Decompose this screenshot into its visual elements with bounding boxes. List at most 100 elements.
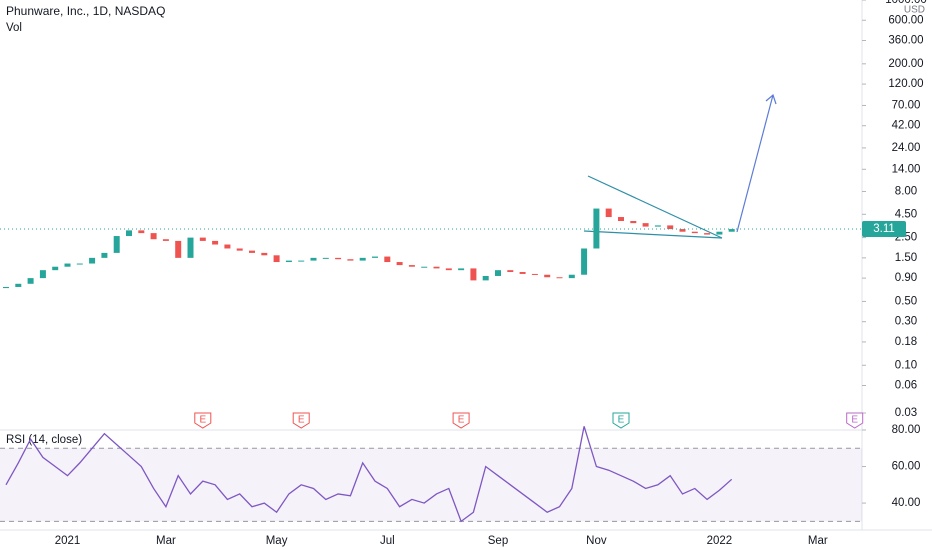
candle-body	[310, 257, 317, 261]
y-tick-label: 8.00	[895, 186, 917, 198]
rsi-line	[5, 426, 733, 523]
candle-body	[138, 230, 145, 234]
candle-body	[408, 265, 415, 267]
candle-body	[531, 273, 538, 275]
earnings-marker	[292, 412, 310, 429]
candle-body	[335, 257, 342, 260]
y-tick-label: 120.00	[888, 78, 923, 90]
y-tick-label: 0.50	[895, 295, 917, 307]
trend-line	[587, 175, 723, 239]
candle-body	[113, 236, 120, 253]
earnings-marker	[452, 412, 470, 429]
candle-body	[630, 220, 637, 224]
arrow	[736, 94, 774, 233]
candle-body	[249, 250, 255, 253]
candle-body	[445, 268, 452, 271]
earnings-label: E	[199, 415, 206, 426]
candle-body	[470, 268, 477, 281]
x-tick-label: May	[266, 535, 288, 547]
candle-body	[667, 225, 674, 230]
y-tick-label: 0.30	[895, 316, 917, 328]
y-tick-label: 4.50	[895, 208, 917, 220]
x-tick-label: Nov	[586, 535, 607, 547]
candle-body	[27, 278, 34, 284]
drawing	[583, 93, 777, 239]
trend-line	[583, 230, 723, 239]
candle-body	[654, 225, 661, 227]
candle-body	[679, 229, 686, 232]
y-tick-label: 80.00	[892, 424, 921, 436]
y-tick-label: 200.00	[888, 58, 923, 70]
candle-body	[199, 237, 206, 241]
y-tick-label: 0.90	[895, 272, 917, 284]
candle-body	[126, 230, 132, 237]
candle-body	[236, 248, 243, 251]
earnings-marker	[846, 412, 864, 429]
candle-body	[187, 237, 194, 258]
candle-body	[396, 262, 403, 266]
x-tick-label: Mar	[156, 535, 176, 547]
y-tick-label: 40.00	[892, 497, 921, 509]
candle-body	[384, 256, 391, 263]
rsi-band	[0, 448, 862, 522]
earnings-label: E	[618, 415, 625, 426]
candle-body	[556, 277, 563, 279]
candle-body	[76, 263, 83, 265]
rsi-title: RSI (14, close)	[6, 434, 82, 446]
earnings-label: E	[851, 415, 858, 426]
last-price-label: 3.11	[873, 223, 895, 235]
candle-body	[298, 260, 305, 262]
candle-body	[273, 255, 280, 263]
candle-body	[359, 257, 366, 261]
y-tick-label: 0.03	[895, 407, 917, 419]
candle-body	[261, 252, 268, 256]
candle-body	[716, 231, 723, 235]
y-tick-label: 42.00	[892, 120, 921, 132]
candle-body	[89, 257, 96, 264]
volume-label: Vol	[6, 22, 22, 34]
currency: USD	[904, 5, 925, 16]
y-tick-label: 1000.00	[885, 0, 927, 6]
candle-body	[728, 229, 735, 232]
candle-body	[347, 259, 354, 261]
x-tick-label: Sep	[488, 535, 508, 547]
candle-body	[642, 223, 649, 227]
candle-body	[212, 240, 219, 245]
candle-body	[15, 283, 22, 287]
chart-title: Phunware, Inc., 1D, NASDAQ	[6, 4, 165, 18]
candle-body	[433, 266, 440, 269]
last-price-tag	[862, 220, 906, 237]
y-tick-label: 1.50	[895, 252, 917, 264]
candle-body	[421, 266, 428, 268]
candle-body	[618, 217, 624, 221]
earnings-marker	[194, 412, 212, 429]
candle-body	[150, 233, 157, 240]
y-tick-label: 70.00	[892, 99, 921, 111]
candle-body	[568, 274, 575, 279]
y-tick-label: 14.00	[892, 163, 921, 175]
candle-body	[458, 268, 465, 271]
candle-body	[101, 252, 108, 258]
x-tick-label: 2022	[707, 535, 733, 547]
y-tick-label: 360.00	[888, 35, 923, 47]
x-tick-label: Mar	[808, 535, 828, 547]
candle-body	[64, 263, 71, 267]
arrow-head	[765, 93, 777, 105]
candle-body	[372, 256, 378, 258]
candle-body	[495, 270, 501, 276]
candle-body	[175, 240, 182, 258]
candle-body	[507, 270, 514, 273]
earnings-label: E	[298, 415, 305, 426]
candle-body	[581, 248, 588, 275]
candle-body	[544, 274, 551, 278]
candle-body	[322, 257, 329, 259]
candle-body	[691, 231, 698, 234]
candle-body	[39, 270, 46, 279]
candle-body	[224, 244, 231, 249]
y-tick-label: 0.10	[895, 359, 917, 371]
candle-body	[52, 266, 59, 271]
earnings-marker	[612, 412, 630, 429]
y-tick-label: 24.00	[892, 142, 921, 154]
